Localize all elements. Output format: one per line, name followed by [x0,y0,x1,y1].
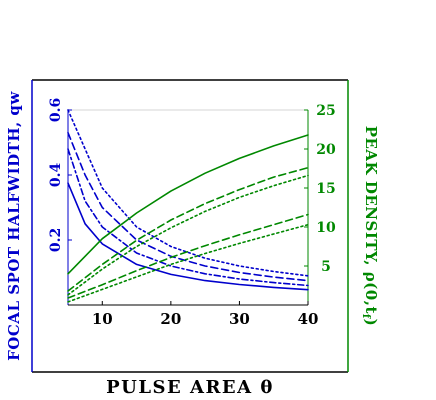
series-line-right-dotted-6 [67,174,309,296]
x-tick-label: 20 [160,310,181,328]
right-tick-label: 15 [316,181,335,197]
left-tick-label: 0.4 [48,163,64,188]
right-axis-label-subscript: f [360,314,371,319]
right-tick-label: 10 [316,220,336,236]
left-tick-label: 0.6 [48,98,64,122]
series-line-right-dashed-7 [67,213,309,299]
series-line-left-dotted-3 [67,109,309,277]
right-axis-label-end: ) [362,319,380,327]
x-tick-label: 30 [229,310,250,328]
x-tick-label: 40 [298,310,319,328]
left-tick-label: 0.2 [48,228,64,252]
right-tick-label: 25 [316,103,335,119]
series-line-right-solid-4 [67,134,309,275]
right-tick-label: 20 [316,142,336,158]
series-line-right-dashed-5 [67,166,309,292]
right-tick-label: 5 [321,259,331,275]
series-line-right-dotted-8 [67,223,309,303]
series-line-left-dashdot-1 [67,148,309,287]
right-axis-label-main: PEAK DENSITY, ρ(0,t [362,126,380,314]
x-tick-label: 10 [92,310,113,328]
series-line-left-dashed-2 [67,131,309,282]
x-axis-label: PULSE AREA θ [106,377,274,398]
series-line-left-solid-0 [67,182,309,291]
right-axis-label: PEAK DENSITY, ρ(0,tf) [360,126,380,327]
left-axis-label: FOCAL SPOT HALFWIDTH, qw [5,91,23,361]
plot-area [67,109,309,306]
